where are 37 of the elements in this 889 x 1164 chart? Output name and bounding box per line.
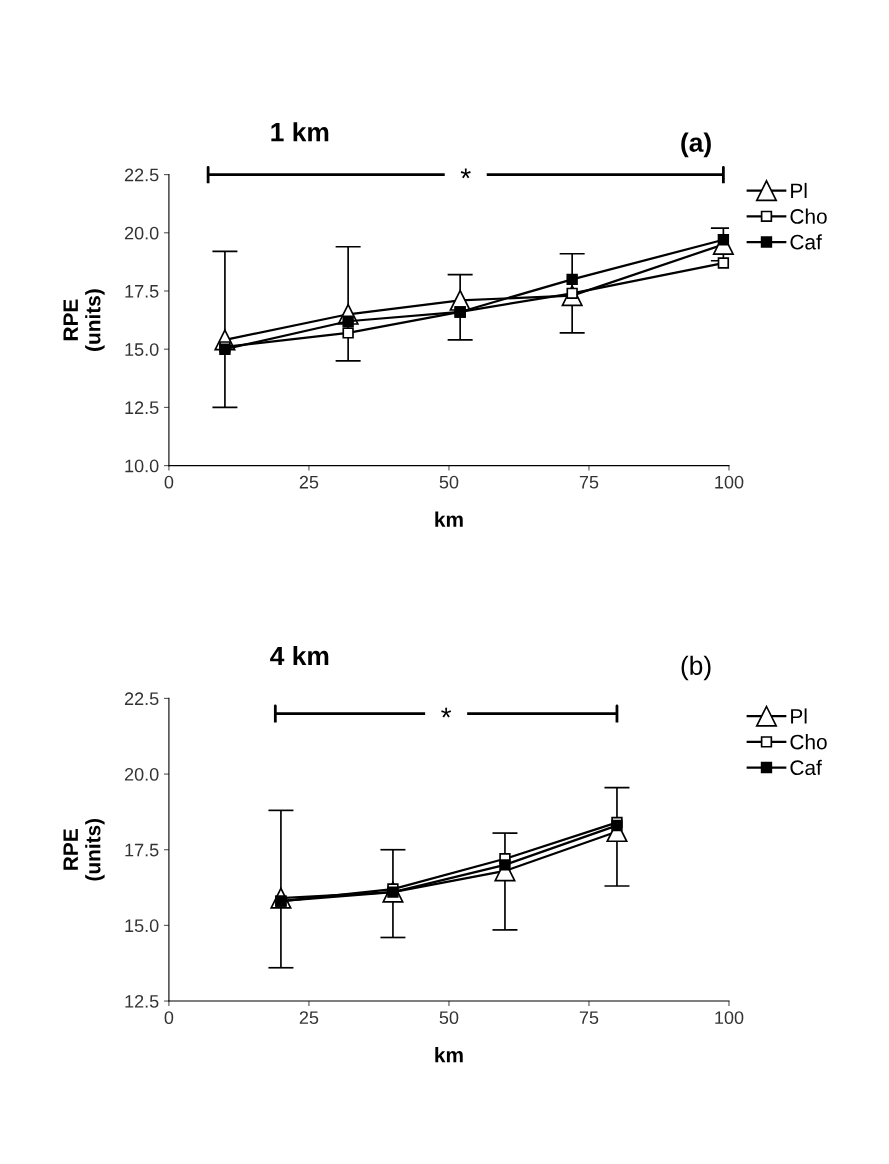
legend-label: Pl bbox=[791, 708, 807, 724]
x-axis-title: km bbox=[435, 511, 463, 527]
x-tick-label: 50 bbox=[439, 1011, 459, 1025]
y-axis-title: RPE (units) bbox=[63, 818, 105, 881]
legend-label: Caf bbox=[790, 234, 822, 250]
x-tick-label: 75 bbox=[579, 475, 599, 489]
legend-label: Cho bbox=[790, 208, 827, 224]
x-tick-label: 25 bbox=[299, 1011, 319, 1025]
y-axis-title: RPE (units) bbox=[63, 289, 105, 351]
x-tick-label: 25 bbox=[299, 475, 319, 489]
y-tick-label: 15.0 bbox=[125, 343, 159, 356]
y-tick-label: 22.5 bbox=[124, 168, 159, 182]
chart-subtitle: (b) bbox=[681, 655, 711, 681]
x-tick-label: 50 bbox=[439, 475, 459, 489]
y-tick-label: 12.5 bbox=[125, 401, 159, 415]
x-tick-label: 0 bbox=[164, 1011, 174, 1025]
y-tick-label: 12.5 bbox=[125, 994, 159, 1008]
y-tick-label: 20.0 bbox=[124, 226, 159, 240]
chart-title: 4 km bbox=[270, 645, 329, 666]
x-tick-label: 100 bbox=[715, 1011, 744, 1025]
chart-subtitle: (a) bbox=[681, 132, 711, 158]
legend-label: Cho bbox=[790, 734, 827, 750]
y-tick-label: 17.5 bbox=[125, 843, 159, 857]
x-tick-label: 100 bbox=[715, 475, 744, 489]
y-tick-label: 20.0 bbox=[124, 767, 159, 781]
annotation: * bbox=[460, 168, 471, 179]
y-tick-label: 10.0 bbox=[125, 459, 159, 473]
y-tick-label: 22.5 bbox=[124, 692, 159, 706]
x-axis-title: km bbox=[435, 1047, 463, 1063]
annotation: * bbox=[441, 707, 452, 718]
y-tick-label: 15.0 bbox=[125, 919, 159, 933]
chart-title: 1 km bbox=[271, 122, 329, 142]
y-tick-label: 17.5 bbox=[125, 285, 159, 298]
legend-label: Caf bbox=[790, 759, 822, 776]
x-tick-label: 75 bbox=[579, 1011, 599, 1025]
x-tick-label: 0 bbox=[164, 475, 174, 489]
legend-label: Pl bbox=[791, 182, 807, 198]
